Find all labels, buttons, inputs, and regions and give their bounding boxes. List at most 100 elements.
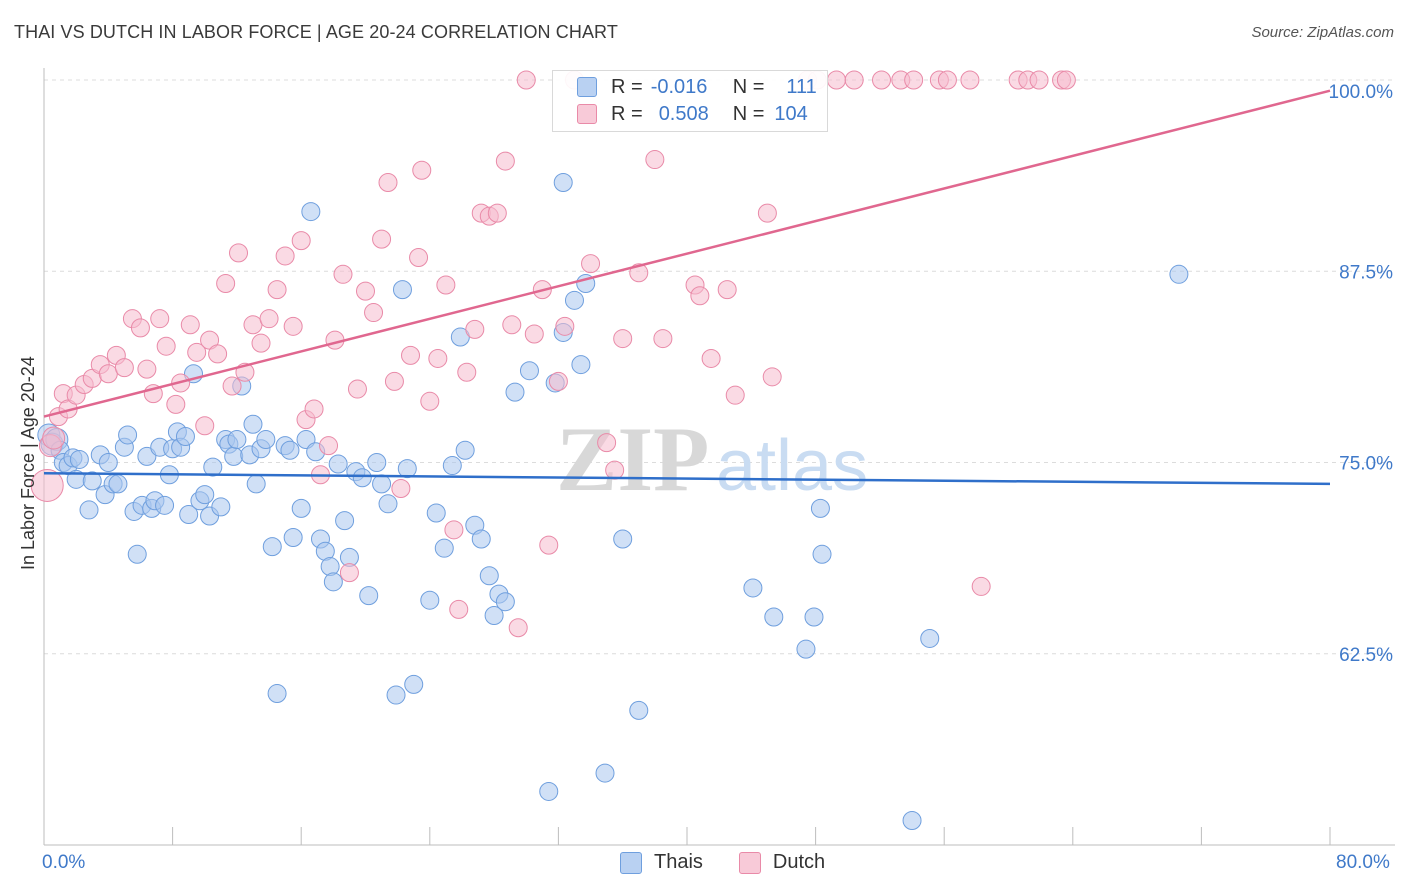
dutch-point — [757, 203, 777, 223]
thais-point — [291, 498, 311, 518]
thais-point — [743, 578, 763, 598]
x-tick-label-max: 80.0% — [1336, 852, 1390, 873]
dutch-point — [1056, 70, 1076, 90]
correlation-legend: R = -0.016 N = 111 R = 0.508 N = 104 — [552, 70, 828, 132]
thais-point — [137, 446, 157, 466]
thais-point — [386, 685, 406, 705]
dutch-point — [195, 416, 215, 436]
dutch-point — [333, 264, 353, 284]
thais-point — [195, 485, 215, 505]
dutch-point — [701, 348, 721, 368]
thais-point — [1169, 264, 1189, 284]
dutch-point — [412, 160, 432, 180]
thais-point — [243, 414, 263, 434]
thais-point — [211, 497, 231, 517]
legend-row-dutch: R = 0.508 N = 104 — [577, 101, 808, 127]
dutch-point — [597, 433, 617, 453]
thais-n-value: 111 — [786, 75, 817, 98]
dutch-point — [495, 151, 515, 171]
dutch-point — [444, 520, 464, 540]
thais-point — [420, 590, 440, 610]
thais-point — [262, 537, 282, 557]
dutch-swatch — [577, 104, 597, 124]
dutch-point — [420, 391, 440, 411]
thais-point — [69, 449, 89, 469]
thais-point — [372, 474, 392, 494]
dutch-point — [539, 535, 559, 555]
thais-point — [155, 495, 175, 515]
thais-point — [267, 684, 287, 704]
thais-r-value: -0.016 — [650, 75, 708, 98]
dutch-point — [347, 379, 367, 399]
thais-point — [404, 674, 424, 694]
thais-point — [328, 454, 348, 474]
series-legend: Thais Dutch — [620, 851, 861, 874]
thais-point — [108, 474, 128, 494]
dutch-point — [613, 329, 633, 349]
dutch-point — [524, 324, 544, 344]
dutch-point — [653, 329, 673, 349]
dutch-point — [391, 479, 411, 499]
dutch-point — [872, 70, 892, 90]
thais-point — [920, 628, 940, 648]
thais-point — [442, 456, 462, 476]
y-tick-label: 75.0% — [1339, 454, 1393, 475]
thais-point — [256, 430, 276, 450]
legend-swatch-dutch — [738, 851, 761, 874]
dutch-point — [960, 70, 980, 90]
dutch-point — [137, 359, 157, 379]
dutch-point — [401, 345, 421, 365]
dutch-point — [516, 70, 536, 90]
thais-point — [280, 440, 300, 460]
dutch-point — [409, 247, 429, 267]
dutch-point — [605, 460, 625, 480]
trend-lines — [43, 89, 1331, 486]
dutch-n-value: 104 — [774, 102, 808, 125]
thais-point — [629, 700, 649, 720]
dutch-point — [30, 468, 64, 502]
dutch-point — [1029, 70, 1049, 90]
dutch-point — [762, 367, 782, 387]
thais-point — [479, 566, 499, 586]
y-tick-label: 62.5% — [1339, 645, 1393, 666]
thais-point — [397, 459, 417, 479]
legend-swatch-thais — [620, 851, 642, 874]
dutch-point — [508, 618, 528, 638]
dutch-point — [436, 275, 456, 295]
thais-point — [203, 457, 223, 477]
thais-point — [553, 173, 573, 193]
dutch-point — [844, 70, 864, 90]
thais-point — [79, 500, 99, 520]
dutch-point — [156, 336, 176, 356]
dutch-point — [971, 576, 991, 596]
thais-point — [392, 280, 412, 300]
watermark-zip: ZIP — [556, 408, 709, 510]
y-tick-label: 100.0% — [1329, 82, 1394, 103]
thais-point — [82, 471, 102, 491]
thais-point — [227, 430, 247, 450]
thais-point — [764, 607, 784, 627]
dutch-point — [487, 203, 507, 223]
dutch-point — [502, 315, 522, 335]
thais-point — [434, 538, 454, 558]
thais-r-label: R = — [611, 75, 643, 98]
thais-point — [539, 781, 559, 801]
dutch-point — [725, 385, 745, 405]
thais-point — [301, 202, 321, 222]
dutch-point — [283, 316, 303, 336]
dutch-point — [229, 243, 249, 263]
dutch-point — [180, 315, 200, 335]
dutch-point — [98, 364, 118, 384]
thais-point — [352, 468, 372, 488]
source-label: Source: ZipAtlas.com — [1251, 24, 1394, 41]
thais-point — [118, 425, 138, 445]
dutch-point — [457, 362, 477, 382]
watermark-atlas: atlas — [716, 426, 868, 506]
thais-point — [495, 592, 515, 612]
dutch-point — [291, 231, 311, 251]
legend-row-thais: R = -0.016 N = 111 — [577, 74, 817, 100]
thais-point — [804, 607, 824, 627]
thais-point — [378, 494, 398, 514]
dutch-point — [356, 281, 375, 301]
dutch-point — [548, 371, 568, 391]
